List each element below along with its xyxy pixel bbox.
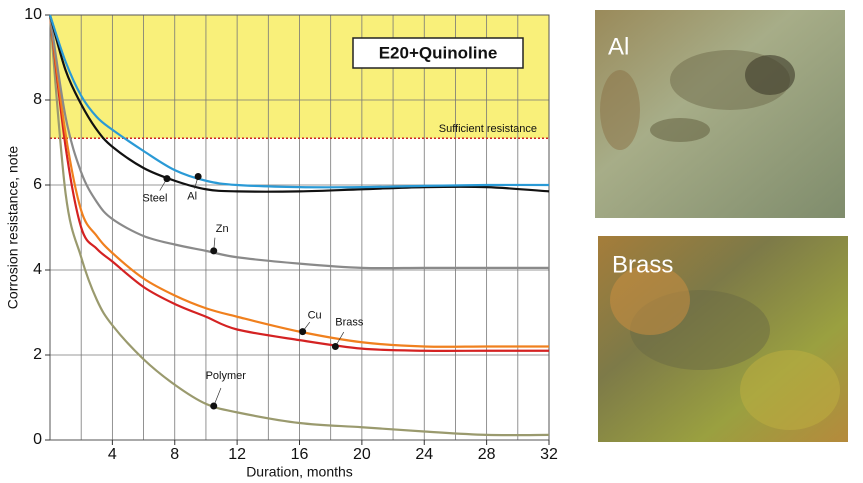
label-point <box>163 175 171 183</box>
series-label: Zn <box>216 223 229 235</box>
series-label: Al <box>187 190 197 202</box>
y-tick-label: 2 <box>33 346 42 363</box>
y-tick-label: 0 <box>33 431 42 448</box>
label-point <box>299 328 307 336</box>
x-tick-label: 8 <box>170 446 179 463</box>
series-label: Brass <box>335 316 364 328</box>
x-tick-label: 12 <box>228 446 246 463</box>
y-axis-label: Corrosion resistance, note <box>5 146 21 310</box>
series-line <box>48 14 549 353</box>
x-tick-label: 24 <box>415 446 433 463</box>
x-tick-label: 16 <box>291 446 309 463</box>
series-line <box>48 14 549 270</box>
series-line <box>48 14 550 189</box>
label-point <box>210 247 218 255</box>
y-tick-label: 6 <box>33 176 42 193</box>
series-label: Cu <box>308 310 322 322</box>
label-point <box>194 173 202 180</box>
x-tick-label: 4 <box>108 446 117 463</box>
y-tick-label: 10 <box>24 6 42 23</box>
series-label: Steel <box>142 193 167 205</box>
y-tick-label: 4 <box>33 261 42 278</box>
series-label: Polymer <box>206 370 247 382</box>
series-line <box>48 14 549 348</box>
x-axis-label: Duration, months <box>246 464 353 480</box>
photo-label: Brass <box>612 251 673 278</box>
x-tick-label: 32 <box>540 446 558 463</box>
condition-label: E20+Quinoline <box>379 43 498 62</box>
threshold-label: Sufficient resistance <box>439 123 537 135</box>
photo-al: Al <box>595 10 845 218</box>
x-tick-label: 20 <box>353 446 371 463</box>
series-line <box>48 14 550 437</box>
label-point <box>210 402 218 410</box>
condition-box <box>352 37 524 69</box>
x-tick-label: 28 <box>478 446 496 463</box>
photo-brass: Brass <box>598 236 848 442</box>
photo-label: Al <box>608 33 629 60</box>
label-point <box>331 343 339 350</box>
series-line <box>48 14 550 193</box>
y-tick-label: 8 <box>33 91 42 108</box>
